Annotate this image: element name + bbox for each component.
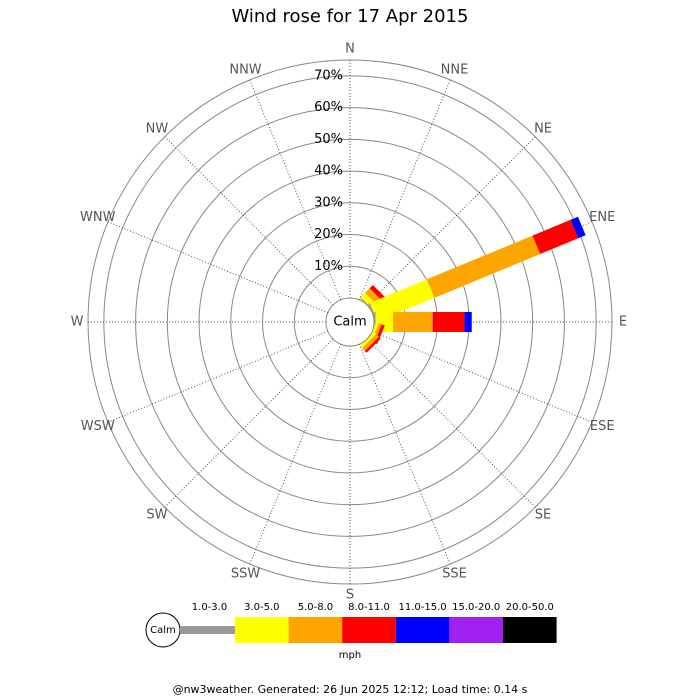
legend-label: 11.0-15.0 — [399, 602, 447, 613]
direction-label: N — [345, 42, 355, 57]
spoke — [249, 343, 342, 565]
legend-swatch — [395, 617, 450, 643]
calm-circle — [325, 297, 375, 347]
calm-label: Calm — [333, 315, 366, 330]
legend-label: 20.0-50.0 — [506, 602, 554, 613]
spoke — [371, 330, 593, 423]
petal-segment — [570, 216, 586, 239]
direction-label: NNE — [441, 62, 469, 77]
footer: @nw3weather. Generated: 26 Jun 2025 12:1… — [173, 683, 528, 696]
r-tick-label: 10% — [314, 259, 343, 274]
legend-label: 5.0-8.0 — [298, 602, 333, 613]
grid-ring — [166, 138, 534, 506]
legend-label: 1.0-3.0 — [192, 602, 227, 613]
petal-segment — [532, 219, 579, 255]
direction-label: SE — [535, 508, 551, 523]
r-tick-label: 70% — [314, 68, 343, 83]
r-tick-label: 30% — [314, 195, 343, 210]
r-tick-label: 50% — [314, 132, 343, 147]
spoke — [249, 79, 342, 301]
spoke — [366, 136, 536, 306]
direction-label: E — [619, 315, 627, 330]
legend-swatch — [342, 617, 396, 643]
legend-swatch — [180, 626, 235, 634]
grid-ring — [135, 107, 565, 537]
direction-label: NE — [534, 121, 552, 136]
direction-label: W — [71, 315, 84, 330]
legend-unit: mph — [339, 650, 361, 661]
chart-title: Wind rose for 17 Apr 2015 — [232, 6, 469, 27]
spoke — [358, 343, 451, 565]
direction-label: WNW — [80, 210, 116, 225]
petal-segment — [432, 312, 465, 332]
petal-segment — [426, 235, 541, 298]
petal-segment — [464, 312, 472, 332]
spoke — [107, 221, 329, 314]
spoke — [358, 79, 451, 301]
r-tick-label: 60% — [314, 100, 343, 115]
spoke — [107, 330, 329, 423]
direction-label: NNW — [229, 62, 261, 77]
legend-label: 3.0-5.0 — [244, 602, 279, 613]
direction-label: WSW — [81, 419, 115, 434]
petal-segment — [362, 334, 379, 351]
direction-label: SSW — [231, 567, 261, 582]
legend-swatch — [288, 617, 343, 643]
spoke — [164, 338, 334, 508]
legend-swatch — [503, 617, 557, 643]
legend-label: 15.0-20.0 — [452, 602, 500, 613]
direction-label: SW — [146, 508, 167, 523]
legend-calm-label: Calm — [150, 625, 176, 636]
direction-label: ESE — [590, 419, 615, 434]
petal — [368, 216, 586, 323]
direction-label: ENE — [589, 210, 615, 225]
r-tick-label: 40% — [314, 164, 343, 179]
direction-label: S — [346, 588, 354, 603]
direction-label: NW — [146, 121, 169, 136]
petal-segment — [393, 312, 433, 332]
legend-label: 8.0-11.0 — [348, 602, 390, 613]
petal-segment — [364, 336, 381, 353]
petal-segment — [374, 312, 376, 332]
r-tick-label: 20% — [314, 227, 343, 242]
petal — [359, 331, 381, 353]
petal-segment — [359, 331, 377, 349]
spoke — [164, 136, 334, 306]
petal — [374, 312, 472, 332]
legend-swatch — [449, 617, 503, 643]
petal-segment — [369, 279, 435, 322]
direction-label: SSE — [442, 567, 467, 582]
legend-swatch — [235, 617, 289, 643]
spoke — [366, 338, 536, 508]
